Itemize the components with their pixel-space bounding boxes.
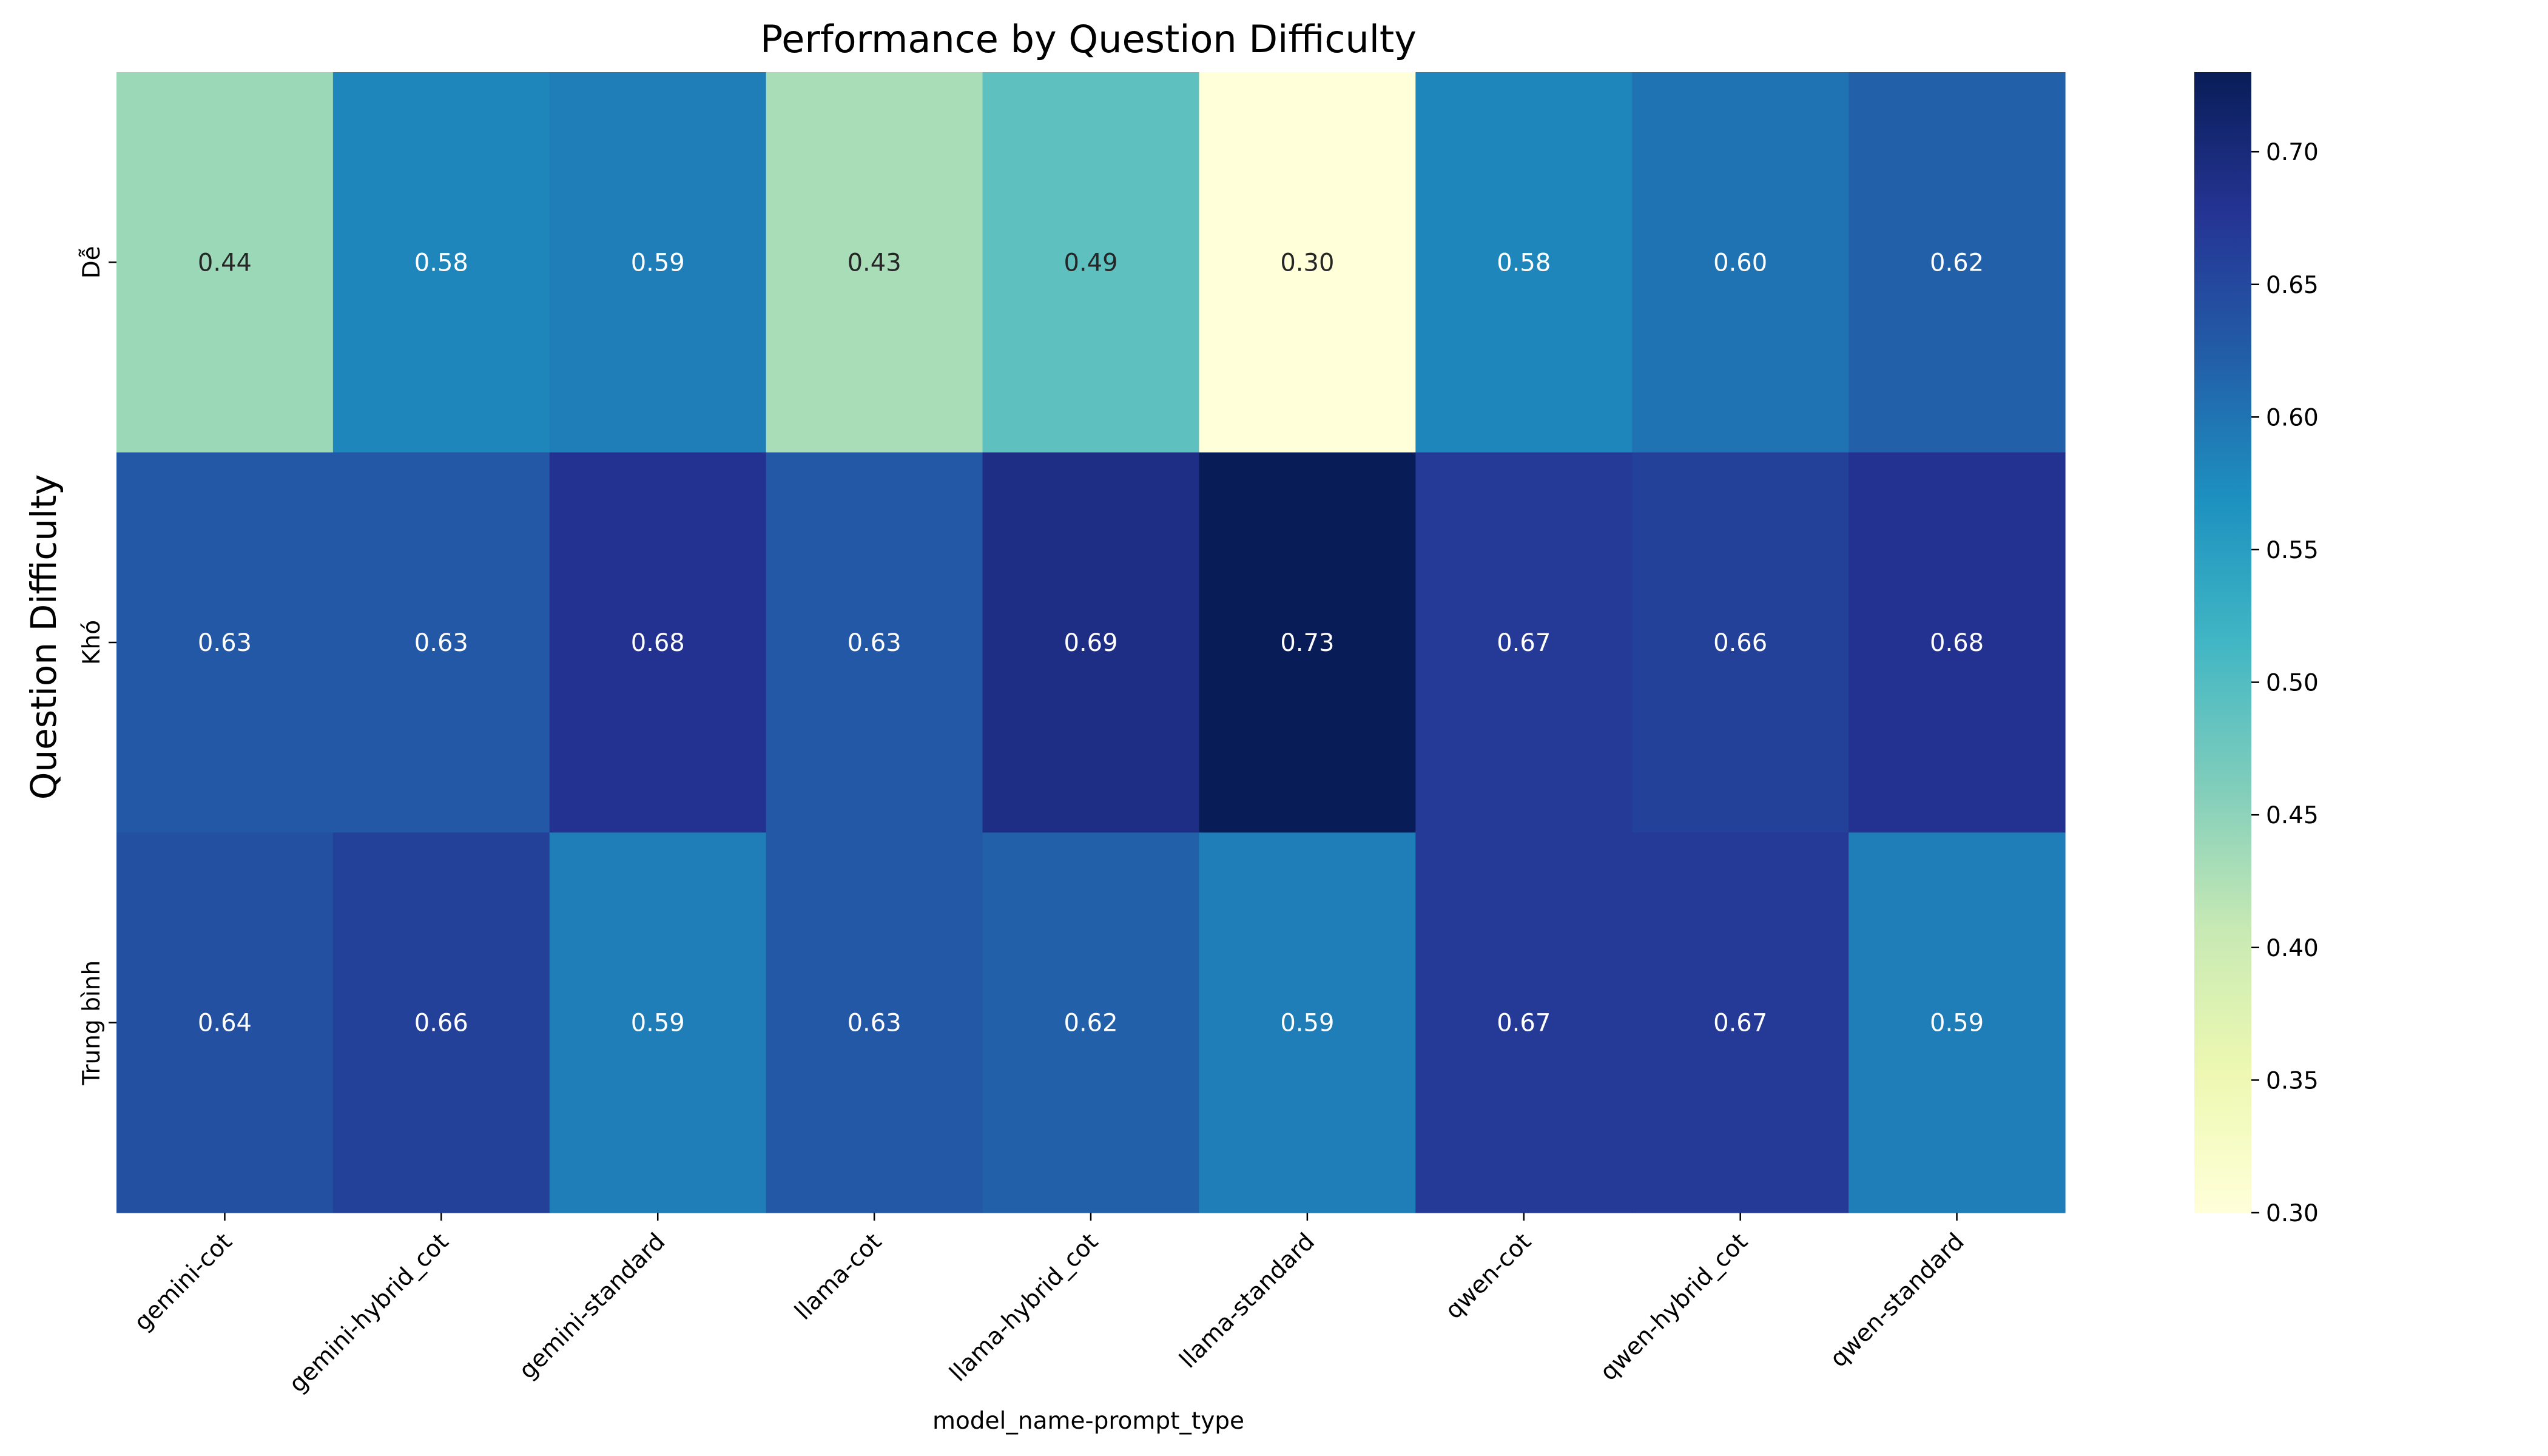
heatmap-cell — [332, 452, 550, 833]
colorbar-tick-label: 0.55 — [2266, 537, 2319, 564]
heatmap-cell — [549, 452, 767, 833]
y-tick-label: Khó — [78, 620, 106, 665]
cell-value-label: 0.49 — [1063, 249, 1117, 277]
cell-value-label: 0.58 — [414, 249, 468, 277]
x-tick-label: llama-hybrid_cot — [945, 1228, 1104, 1387]
cell-value-label: 0.30 — [1280, 249, 1334, 277]
heatmap-cell — [116, 832, 334, 1213]
cell-value-label: 0.63 — [848, 1009, 902, 1037]
cell-value-label: 0.63 — [414, 629, 468, 657]
colorbar-tick-label: 0.35 — [2266, 1067, 2319, 1094]
cell-value-label: 0.73 — [1280, 629, 1334, 657]
cell-value-label: 0.66 — [414, 1009, 468, 1037]
heatmap-cell — [1849, 832, 2066, 1213]
heatmap-cell — [549, 832, 767, 1213]
x-axis: gemini-cot gemini-hybrid_cot gemini-standa… — [129, 1213, 1970, 1398]
cell-value-label: 0.59 — [1280, 1009, 1334, 1037]
heatmap-cell — [116, 72, 334, 453]
cell-value-label: 0.59 — [631, 1009, 685, 1037]
heatmap-cell — [982, 832, 1200, 1213]
y-tick-label: Dễ — [78, 246, 106, 278]
heatmap-cell — [116, 452, 334, 833]
heatmap-cell — [1415, 72, 1633, 453]
cell-value-label: 0.67 — [1497, 629, 1551, 657]
cell-value-label: 0.69 — [1063, 629, 1117, 657]
cell-value-label: 0.62 — [1063, 1009, 1117, 1037]
colorbar: 0.30 0.35 0.40 0.45 0.50 0.55 0.60 0.65 0.70 — [2194, 72, 2319, 1227]
cell-value-label: 0.59 — [1930, 1009, 1984, 1037]
heatmap-cell — [332, 72, 550, 453]
heatmap-cell — [1632, 452, 1849, 833]
heatmap-cell — [1199, 452, 1416, 833]
x-tick-label: qwen-cot — [1440, 1228, 1537, 1324]
heatmap-cell — [766, 832, 983, 1213]
cell-value-label: 0.63 — [848, 629, 902, 657]
cell-value-label: 0.67 — [1497, 1009, 1551, 1037]
cell-value-label: 0.59 — [631, 249, 685, 277]
heatmap-cell — [1849, 72, 2066, 453]
cell-value-label: 0.67 — [1713, 1009, 1767, 1037]
x-tick-label: gemini-standard — [514, 1228, 670, 1384]
heatmap-cell — [1632, 72, 1849, 453]
colorbar-tick-label: 0.30 — [2266, 1200, 2319, 1227]
x-axis-label: model_name-prompt_type — [932, 1407, 1244, 1435]
cell-value-label: 0.68 — [631, 629, 685, 657]
colorbar-tick-label: 0.60 — [2266, 404, 2319, 431]
heatmap-cell — [1415, 832, 1633, 1213]
cell-value-label: 0.68 — [1930, 629, 1984, 657]
heatmap-cell — [1415, 452, 1633, 833]
y-axis: Dễ Khó Trung bình — [78, 246, 116, 1086]
heatmap-cell — [1632, 832, 1849, 1213]
chart-title: Performance by Question Difficulty — [760, 17, 1417, 61]
heatmap-cell — [1849, 452, 2066, 833]
cell-value-label: 0.43 — [848, 249, 902, 277]
heatmap-cell — [1199, 72, 1416, 453]
x-tick-label: gemini-cot — [129, 1228, 238, 1336]
x-tick-label: llama-standard — [1175, 1228, 1320, 1373]
heatmap-cell — [549, 72, 767, 453]
x-tick-label: gemini-hybrid_cot — [284, 1228, 454, 1398]
cell-value-label: 0.60 — [1713, 249, 1767, 277]
cell-value-label: 0.58 — [1497, 249, 1551, 277]
heatmap-cell — [766, 452, 983, 833]
colorbar-tick-label: 0.65 — [2266, 272, 2319, 299]
x-tick-label: qwen-standard — [1825, 1228, 1970, 1373]
heatmap-cell — [982, 72, 1200, 453]
heatmap-cell — [982, 452, 1200, 833]
colorbar-tick-label: 0.70 — [2266, 139, 2319, 166]
colorbar-tick-label: 0.40 — [2266, 935, 2319, 962]
colorbar-gradient — [2194, 72, 2251, 1213]
y-tick-label: Trung bình — [78, 960, 106, 1086]
cell-value-label: 0.62 — [1930, 249, 1984, 277]
x-tick-label: llama-cot — [790, 1228, 888, 1326]
heatmap-cell — [332, 832, 550, 1213]
heatmap-cells — [116, 72, 2066, 1213]
x-tick-label: qwen-hybrid_cot — [1595, 1228, 1753, 1386]
heatmap-cell — [766, 72, 983, 453]
heatmap-cell — [1199, 832, 1416, 1213]
cell-value-label: 0.66 — [1713, 629, 1767, 657]
cell-value-label: 0.64 — [198, 1009, 252, 1037]
cell-value-label: 0.63 — [198, 629, 252, 657]
colorbar-tick-label: 0.50 — [2266, 670, 2319, 697]
colorbar-tick-label: 0.45 — [2266, 802, 2319, 829]
y-axis-label: Question Difficulty — [23, 474, 64, 800]
cell-value-labels: 0.44 0.58 0.59 0.43 0.49 0.30 0.58 0.60 0.62 0.63… — [198, 249, 1984, 1037]
cell-value-label: 0.44 — [198, 249, 252, 277]
